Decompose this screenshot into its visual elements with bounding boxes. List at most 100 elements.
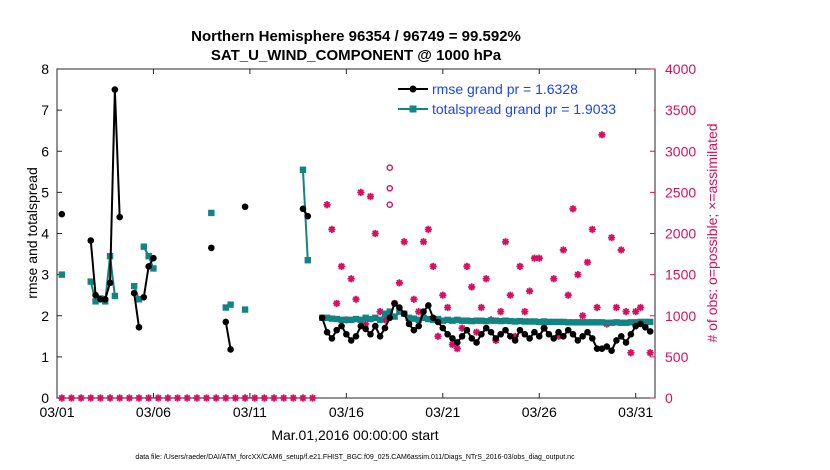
rmse-point bbox=[367, 330, 374, 338]
obs-assimilated-marker bbox=[554, 332, 563, 340]
obs-assimilated-marker bbox=[87, 394, 95, 402]
spread-point bbox=[642, 318, 649, 326]
obs-assimilated-marker bbox=[231, 394, 240, 402]
spread-point bbox=[526, 318, 533, 325]
rmse-point bbox=[507, 333, 514, 340]
y-tick-label-left: 1 bbox=[41, 349, 49, 365]
rmse-point bbox=[531, 328, 538, 336]
spread-point bbox=[415, 316, 422, 324]
spread-point bbox=[130, 282, 138, 290]
obs-assimilated-marker bbox=[424, 225, 432, 233]
obs-assimilated-marker bbox=[574, 271, 582, 279]
spread-point bbox=[497, 317, 504, 325]
obs-assimilated-marker bbox=[164, 394, 172, 402]
rmse-point bbox=[227, 346, 234, 353]
rmse-point bbox=[555, 328, 562, 336]
obs-possible-marker bbox=[386, 164, 394, 171]
obs-assimilated-marker bbox=[381, 316, 389, 324]
obs-assimilated-marker bbox=[135, 394, 143, 402]
rmse-point bbox=[487, 328, 495, 336]
rmse-point bbox=[396, 304, 403, 311]
obs-assimilated-marker bbox=[598, 131, 606, 139]
rmse-point bbox=[338, 322, 345, 330]
rmse-point bbox=[521, 330, 529, 338]
spread-point bbox=[579, 319, 586, 326]
obs-assimilated-marker bbox=[357, 188, 365, 196]
rmse-line bbox=[224, 321, 232, 350]
y-tick-label-left: 0 bbox=[41, 390, 49, 406]
spread-point bbox=[458, 317, 466, 324]
spread-point bbox=[372, 314, 379, 322]
obs-assimilated-marker bbox=[116, 394, 124, 402]
y-tick-label-right: 0 bbox=[665, 390, 673, 406]
x-tick-label: 03/11 bbox=[233, 404, 267, 420]
x-tick-label: 03/01 bbox=[39, 404, 74, 420]
obs-assimilated-marker bbox=[622, 308, 630, 316]
spread-point bbox=[396, 308, 403, 315]
rmse-point bbox=[564, 326, 572, 334]
spread-point bbox=[304, 257, 311, 264]
spread-point bbox=[598, 319, 606, 326]
rmse-point bbox=[502, 326, 509, 334]
obs-assimilated-marker bbox=[154, 394, 162, 402]
rmse-point bbox=[304, 212, 312, 220]
rmse-point bbox=[492, 335, 500, 342]
obs-assimilated-marker bbox=[497, 308, 505, 316]
obs-assimilated-marker bbox=[362, 320, 370, 328]
obs-assimilated-marker bbox=[632, 308, 640, 316]
spread-point bbox=[58, 271, 66, 278]
rmse-point bbox=[434, 318, 442, 326]
rmse-point bbox=[617, 333, 625, 340]
spread-point bbox=[145, 252, 152, 260]
obs-assimilated-marker bbox=[559, 246, 567, 254]
spread-point bbox=[589, 319, 596, 326]
chart-subtitle: SAT_U_WIND_COMPONENT @ 1000 hPa bbox=[211, 47, 502, 64]
spread-point bbox=[357, 316, 365, 324]
obs-assimilated-marker bbox=[439, 291, 447, 299]
rmse-point bbox=[135, 323, 143, 331]
rmse-point bbox=[391, 300, 398, 307]
rmse-point bbox=[511, 337, 519, 344]
obs-assimilated-marker bbox=[636, 303, 645, 312]
y-tick-label-right: 1500 bbox=[665, 267, 696, 283]
obs-assimilated-marker bbox=[530, 254, 539, 262]
rmse-point bbox=[371, 322, 379, 330]
obs-assimilated-marker bbox=[477, 303, 485, 312]
rmse-point bbox=[646, 328, 654, 335]
y-axis-label-left: rmse and totalspread bbox=[24, 167, 40, 299]
obs-assimilated-marker bbox=[458, 324, 466, 332]
obs-assimilated-marker bbox=[535, 254, 543, 262]
spread-point bbox=[555, 318, 562, 326]
spread-point bbox=[87, 278, 94, 285]
rmse-point bbox=[535, 333, 543, 340]
spread-point bbox=[574, 319, 582, 326]
spread-point bbox=[454, 316, 461, 324]
legend-rmse-marker bbox=[409, 85, 417, 93]
rmse-point bbox=[97, 296, 104, 303]
spread-point bbox=[449, 317, 456, 324]
obs-assimilated-marker bbox=[299, 394, 307, 402]
y-tick-label-right: 4000 bbox=[665, 61, 696, 77]
spread-point bbox=[386, 308, 393, 315]
y-tick-label-left: 3 bbox=[41, 267, 49, 283]
rmse-point bbox=[545, 330, 553, 338]
obs-assimilated-marker bbox=[463, 262, 471, 270]
spread-point bbox=[343, 316, 350, 324]
spread-point bbox=[622, 319, 630, 326]
y-tick-label-left: 5 bbox=[41, 184, 49, 200]
rmse-point bbox=[140, 293, 148, 301]
rmse-point bbox=[642, 323, 649, 331]
spread-point bbox=[536, 318, 543, 326]
spread-point bbox=[208, 209, 215, 217]
spread-point bbox=[483, 317, 490, 325]
spread-point bbox=[425, 315, 432, 323]
obs-assimilated-marker bbox=[564, 291, 572, 299]
obs-assimilated-marker bbox=[106, 394, 114, 402]
obs-assimilated-marker bbox=[323, 201, 331, 209]
rmse-point bbox=[116, 213, 123, 221]
spread-point bbox=[564, 319, 572, 326]
legend-rmse-label: rmse grand pr = 1.6328 bbox=[432, 81, 578, 97]
obs-assimilated-marker bbox=[333, 299, 341, 308]
obs-assimilated-marker bbox=[448, 340, 457, 349]
